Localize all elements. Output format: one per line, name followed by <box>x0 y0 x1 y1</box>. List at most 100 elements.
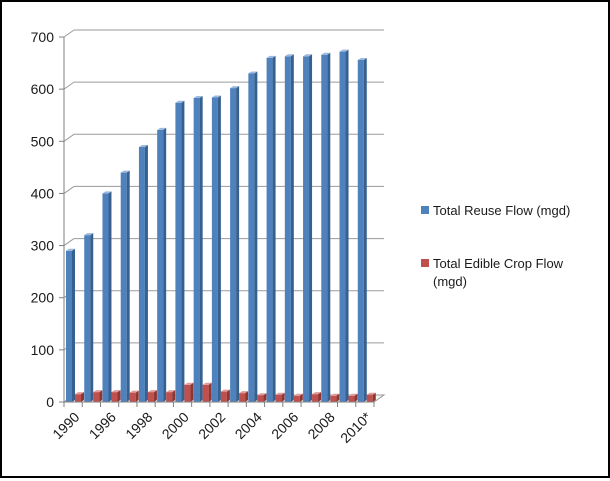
bar-reuse-1998-side <box>144 145 148 402</box>
bar-reuse-1998-top <box>138 145 148 148</box>
bar-reuse-2002-front <box>211 97 218 402</box>
bar-edible-1997-top <box>129 390 139 393</box>
bar-edible-1990-side <box>81 392 84 402</box>
bar-reuse-1990-side <box>72 248 75 402</box>
bar-reuse-1999-side <box>163 127 167 403</box>
bar-edible-2009 <box>348 393 358 402</box>
bar-reuse-2006 <box>284 54 294 403</box>
axes <box>63 37 374 403</box>
bar-reuse-2008 <box>321 52 331 402</box>
bar-reuse-2008-side <box>327 52 331 402</box>
bar-edible-2004-top <box>257 393 267 396</box>
bar-reuse-1997-top <box>120 170 130 173</box>
x-tick-label: 1990 <box>49 409 82 442</box>
legend-swatch-reuse <box>421 206 429 214</box>
bar-reuse-1990-front <box>66 250 72 402</box>
gridline-depth <box>63 29 75 38</box>
legend-swatch-edible <box>421 259 429 267</box>
bar-reuse-1996-top <box>102 191 112 194</box>
bar-edible-2001-top <box>202 382 212 385</box>
bar-edible-2002-top <box>220 389 230 392</box>
bar-reuse-2004-front <box>248 73 255 402</box>
bar-edible-2009-side <box>354 393 358 402</box>
bar-reuse-1995 <box>84 233 94 402</box>
bar-edible-1996 <box>111 390 121 402</box>
bar-reuse-1995-front <box>84 235 91 402</box>
bar-reuse-1996-front <box>102 193 109 402</box>
bar-reuse-2009-front <box>339 51 346 402</box>
bar-edible-2002-side <box>226 389 230 402</box>
y-tick-label: 0 <box>46 394 54 410</box>
bar-edible-1990 <box>75 392 84 402</box>
bar-edible-2003 <box>239 391 249 402</box>
bar-reuse-2010-front <box>357 59 364 402</box>
bar-reuse-2003-top <box>230 86 240 89</box>
bar-edible-1998-side <box>153 390 157 402</box>
gridline-depth <box>63 81 75 90</box>
bar-reuse-2008-front <box>321 54 328 402</box>
bar-edible-2001-side <box>208 382 212 402</box>
bar-reuse-1995-side <box>90 233 94 402</box>
bar-reuse-2010-side <box>363 57 367 402</box>
bar-edible-1999-front <box>166 392 173 402</box>
bar-reuse-2009-top <box>339 49 349 52</box>
bar-reuse-2004 <box>248 71 258 402</box>
bar-edible-1997-front <box>129 392 136 402</box>
bar-edible-2004 <box>257 393 267 402</box>
bar-edible-2007-top <box>312 392 322 395</box>
x-tick-label: 2008 <box>304 409 337 442</box>
x-tick-label: 2010* <box>337 408 375 446</box>
bar-reuse-2001-front <box>193 98 200 402</box>
bar-reuse-2005-top <box>266 55 276 58</box>
bar-edible-2004-front <box>257 395 264 402</box>
bar-reuse-1999-top <box>157 127 167 130</box>
bar-reuse-1990-top <box>66 248 75 251</box>
bar-reuse-2004-side <box>254 71 258 402</box>
bar-edible-2000 <box>184 382 194 402</box>
bar-reuse-1996 <box>102 191 112 402</box>
bar-reuse-1990 <box>66 248 75 402</box>
bar-edible-2003-top <box>239 391 249 394</box>
bar-reuse-1996-side <box>108 191 112 402</box>
bar-edible-1998 <box>147 390 157 402</box>
x-tick-label: 2006 <box>268 409 301 442</box>
bar-edible-2005 <box>275 392 285 402</box>
legend-label-reuse: Total Reuse Flow (mgd) <box>433 203 570 218</box>
bar-edible-2007-side <box>318 392 322 402</box>
bar-edible-2005-top <box>275 392 285 395</box>
gridline-depth <box>63 186 75 194</box>
gridline-depth <box>63 238 75 246</box>
bar-edible-1999 <box>166 390 176 402</box>
y-tick-label: 500 <box>31 133 55 149</box>
x-tick-label: 2000 <box>159 409 192 442</box>
bar-edible-2010-front <box>366 394 373 402</box>
bar-edible-2008-side <box>336 393 340 402</box>
bar-reuse-1998 <box>138 145 148 402</box>
bar-reuse-2005-front <box>266 57 273 402</box>
bar-edible-1996-top <box>111 390 121 393</box>
bar-reuse-2008-top <box>321 52 331 55</box>
bar-edible-2007 <box>312 392 322 402</box>
bar-edible-2006-front <box>293 395 300 402</box>
bar-reuse-2001-top <box>193 96 203 99</box>
bar-edible-1990-top <box>75 392 84 395</box>
bar-edible-1996-front <box>111 392 118 402</box>
y-tick-label: 700 <box>31 29 55 45</box>
bar-reuse-2007 <box>303 54 313 403</box>
bar-edible-2006 <box>293 393 303 402</box>
bar-edible-2000-side <box>190 382 194 402</box>
bar-reuse-2006-side <box>290 54 294 403</box>
gridlines <box>63 29 384 403</box>
bar-edible-2007-front <box>312 394 319 402</box>
bar-edible-2009-top <box>348 393 358 396</box>
bars <box>66 49 376 403</box>
bar-reuse-1997-side <box>126 170 130 402</box>
bar-edible-1999-side <box>172 390 176 402</box>
bar-reuse-2002-side <box>217 95 221 402</box>
bar-reuse-2005 <box>266 55 276 402</box>
bar-edible-2005-side <box>281 392 285 402</box>
bar-edible-2006-top <box>293 393 303 396</box>
bar-reuse-2003 <box>230 86 240 402</box>
x-tick-label: 1998 <box>122 409 155 442</box>
